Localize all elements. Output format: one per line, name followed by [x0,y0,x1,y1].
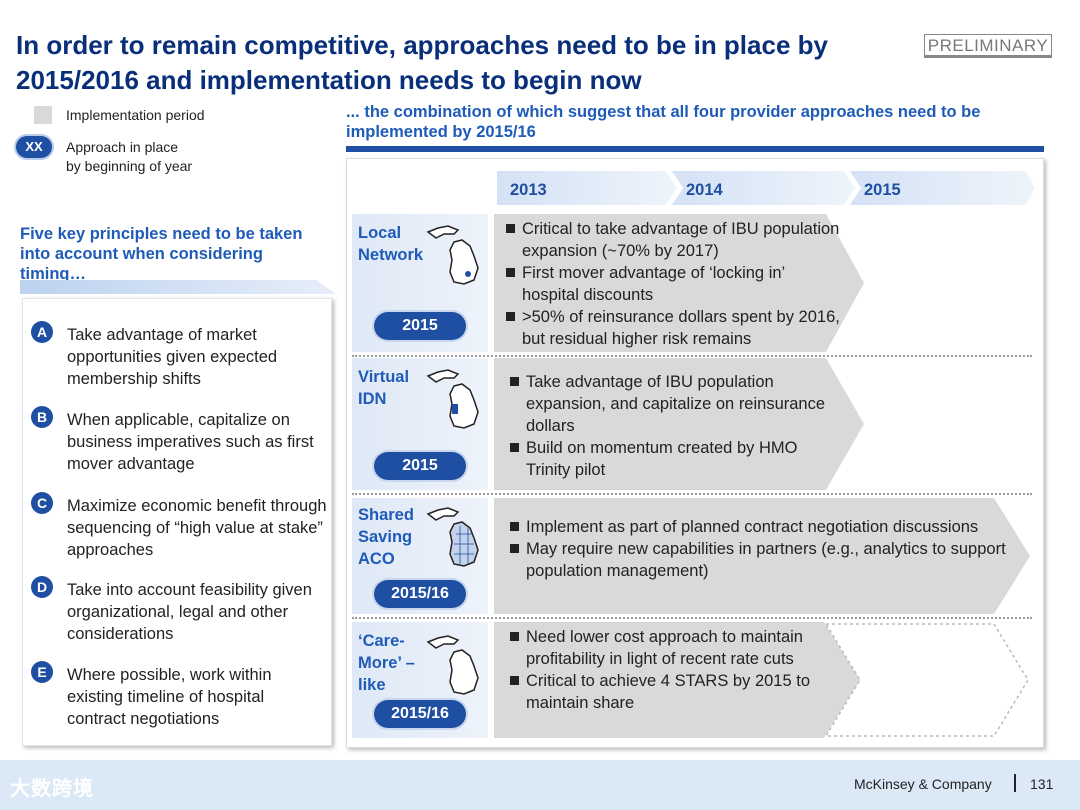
footer-divider [1014,774,1016,792]
approach-name-line: ‘Care- [358,632,405,650]
approach-care-more-like: ‘Care- More’ – like 2015/16 [352,622,488,738]
footer-band [0,760,1080,810]
bullet: Critical to take advantage of IBU popula… [504,218,844,262]
legend-approach-line-2: by beginning of year [66,158,193,174]
legend-approach-line-1: Approach in place [66,139,179,155]
implementation-chevron [494,622,1029,738]
principle-d-badge: D [31,576,53,598]
company-name: McKinsey & Company [854,776,992,792]
row-separator [352,355,1032,357]
approach-name-line: IDN [358,390,387,408]
principles-panel: A Take advantage of market opportunities… [22,298,332,746]
michigan-map-icon [426,507,479,567]
year-2013: 2013 [510,181,547,199]
principle-c-text: Maximize economic benefit through sequen… [67,497,327,559]
bullet: Build on momentum created by HMO Trinity… [508,437,844,481]
approach-shared-saving-aco-name: Shared Saving ACO [358,504,414,570]
legend-implementation-swatch [34,106,52,124]
approach-local-network-name: Local Network [358,222,423,266]
bullet: May require new capabilities in partners… [508,538,1008,582]
michigan-map-icon [426,635,479,695]
page-number: 131 [1030,776,1054,792]
bullet: Critical to achieve 4 STARS by 2015 to m… [508,670,828,714]
approach-care-more-like-bullets: Need lower cost approach to maintain pro… [508,626,828,714]
michigan-map-icon [426,369,479,429]
page-title: In order to remain competitive, approach… [16,30,828,95]
approach-local-network-bullets: Critical to take advantage of IBU popula… [504,218,844,350]
heading-rule [346,146,1044,152]
bullet: First mover advantage of ‘locking in’ ho… [504,262,844,306]
approach-shared-saving-aco: Shared Saving ACO 2015/16 [352,498,488,614]
legend-approach-label: Approach in place by beginning of year [66,138,192,176]
approaches-heading: ... the combination of which suggest tha… [346,103,981,141]
approach-shared-saving-aco-year: 2015/16 [374,580,466,608]
preliminary-stamp: PRELIMINARY [924,34,1052,58]
approach-virtual-idn-bullets: Take advantage of IBU population expansi… [508,371,844,481]
principle-a-text: Take advantage of market opportunities g… [67,326,278,388]
implementation-chevron [494,214,864,352]
approach-care-more-like-year: 2015/16 [374,700,466,728]
bullet: >50% of reinsurance dollars spent by 201… [504,306,844,350]
year-timeline-arrows [496,169,1038,207]
principle-d-text: Take into account feasibility given orga… [67,581,312,643]
principle-a-badge: A [31,321,53,343]
bullet: Need lower cost approach to maintain pro… [508,626,828,670]
approach-local-network-year: 2015 [374,312,466,340]
principle-e-badge: E [31,661,53,683]
principles-heading: Five key principles need to be taken int… [20,225,303,283]
legend-xx-badge: XX [16,136,52,158]
implementation-chevron [494,358,864,490]
approach-name-line: Saving [358,528,413,546]
bullet: Implement as part of planned contract ne… [508,516,1008,538]
approach-name-line: Shared [358,506,414,524]
row-separator [352,493,1032,495]
approach-name-line: ACO [358,550,395,568]
approach-virtual-idn-name: Virtual IDN [358,366,409,410]
approach-care-more-like-name: ‘Care- More’ – like [358,630,415,696]
approach-name-line: Virtual [358,368,410,386]
approach-virtual-idn-year: 2015 [374,452,466,480]
watermark-logo: 大数跨境 [10,778,94,800]
approach-name-line: like [358,676,386,694]
michigan-map-icon [426,225,479,285]
approach-virtual-idn: Virtual IDN 2015 [352,358,488,490]
bullet: Take advantage of IBU population expansi… [508,371,844,437]
row-separator [352,617,1032,619]
principle-e-text: Where possible, work within existing tim… [67,666,272,728]
principle-c-badge: C [31,492,53,514]
approach-name-line: More’ – [358,654,415,672]
principles-arrow-band [20,280,336,294]
approach-name-line: Local [358,224,402,242]
year-2015: 2015 [864,181,901,199]
approach-shared-saving-aco-bullets: Implement as part of planned contract ne… [508,516,1008,582]
legend-implementation-label: Implementation period [66,107,205,123]
approach-local-network: Local Network 2015 [352,214,488,352]
approach-name-line: Network [358,246,424,264]
year-2014: 2014 [686,181,723,199]
principle-b-badge: B [31,406,53,428]
implementation-chevron [494,498,1030,614]
principle-b-text: When applicable, capitalize on business … [67,411,314,473]
